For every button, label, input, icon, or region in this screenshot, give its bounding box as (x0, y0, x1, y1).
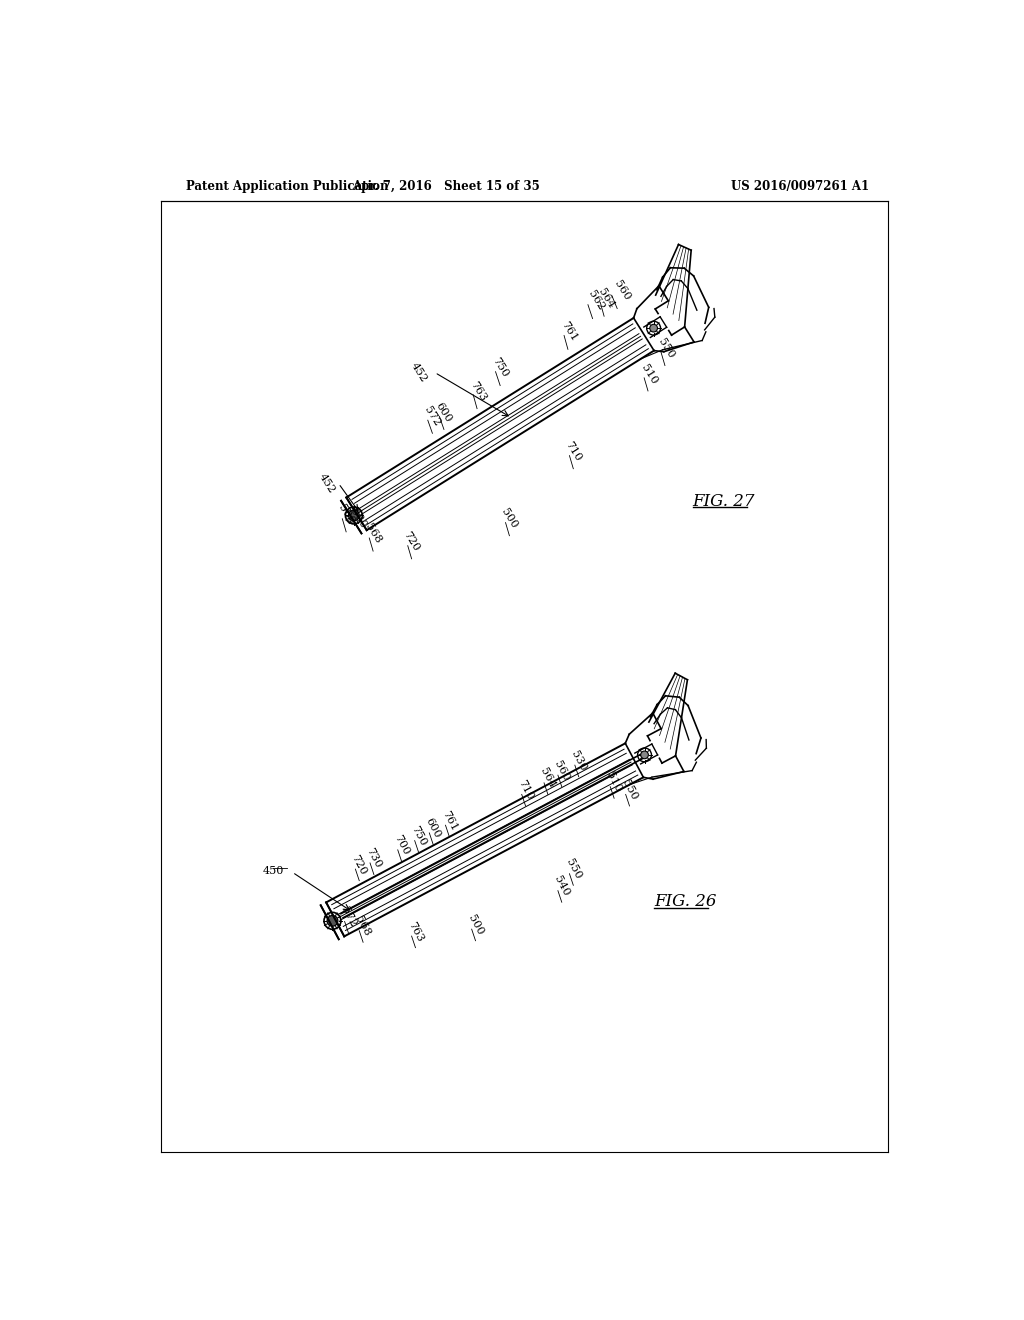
Text: 730: 730 (365, 846, 383, 870)
Text: 568: 568 (364, 521, 383, 545)
Text: 500: 500 (466, 912, 485, 936)
Circle shape (641, 751, 648, 759)
Text: 560: 560 (612, 279, 632, 302)
Text: 763: 763 (407, 920, 425, 944)
Text: Patent Application Publication: Patent Application Publication (186, 181, 388, 194)
Text: 500: 500 (500, 507, 519, 529)
Text: 550: 550 (655, 337, 676, 360)
Text: 600: 600 (434, 401, 454, 424)
Text: 540: 540 (552, 874, 571, 898)
Text: 720: 720 (350, 853, 369, 876)
Text: Apr. 7, 2016   Sheet 15 of 35: Apr. 7, 2016 Sheet 15 of 35 (352, 181, 540, 194)
Text: 750: 750 (410, 824, 428, 847)
Text: 560: 560 (552, 759, 571, 783)
Text: 510: 510 (605, 771, 624, 793)
Text: 572: 572 (423, 405, 442, 428)
Text: 564: 564 (597, 286, 616, 310)
Text: 761: 761 (440, 809, 459, 833)
Text: 750: 750 (490, 356, 510, 380)
Text: 572: 572 (339, 906, 357, 928)
Text: 720: 720 (401, 529, 422, 553)
Text: 550: 550 (621, 777, 639, 801)
Text: 761: 761 (559, 319, 580, 343)
Text: US 2016/0097261 A1: US 2016/0097261 A1 (731, 181, 869, 194)
Text: 550: 550 (564, 857, 583, 880)
Text: 580: 580 (348, 507, 368, 531)
Text: 450: 450 (262, 866, 284, 875)
Text: 530: 530 (569, 748, 588, 772)
Text: 562: 562 (587, 289, 606, 313)
Text: 710: 710 (563, 440, 584, 463)
Text: 580: 580 (336, 503, 356, 525)
Circle shape (327, 916, 338, 927)
Text: 564: 564 (539, 767, 557, 791)
Text: 452: 452 (410, 360, 429, 384)
Text: 600: 600 (424, 817, 442, 840)
Text: 510: 510 (639, 362, 658, 385)
Text: 763: 763 (468, 379, 487, 403)
Text: FIG. 26: FIG. 26 (654, 892, 717, 909)
Text: 568: 568 (353, 915, 373, 939)
Text: 452: 452 (317, 471, 337, 495)
Text: 700: 700 (392, 833, 411, 857)
Text: 710: 710 (516, 777, 535, 801)
Circle shape (650, 325, 657, 333)
Circle shape (348, 510, 359, 521)
Text: FIG. 27: FIG. 27 (692, 492, 755, 510)
